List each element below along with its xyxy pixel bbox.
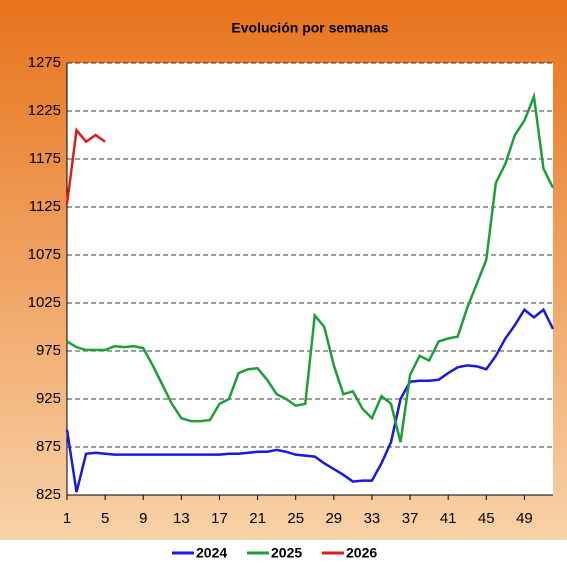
x-tick-label: 41 <box>440 510 457 527</box>
x-tick-label: 21 <box>249 510 266 527</box>
x-tick-label: 45 <box>478 510 495 527</box>
x-tick-label: 9 <box>139 510 147 527</box>
y-tick-label: 825 <box>36 486 61 503</box>
plot-area <box>67 63 553 495</box>
x-tick-label: 13 <box>173 510 190 527</box>
y-tick-label: 1175 <box>29 150 61 167</box>
y-tick-label: 1075 <box>28 246 61 263</box>
x-tick-label: 1 <box>63 510 71 527</box>
series-line <box>65 127 106 205</box>
x-tick-label: 29 <box>325 510 342 527</box>
y-tick-label: 875 <box>36 438 61 455</box>
x-tick-label: 17 <box>211 510 228 527</box>
y-tick-label: 1225 <box>28 102 61 119</box>
series-line <box>66 91 555 443</box>
x-tick-label: 49 <box>516 510 533 527</box>
x-tick-label: 5 <box>101 510 109 527</box>
legend-label: 2025 <box>271 545 302 561</box>
legend-label: 2024 <box>196 545 227 561</box>
legend-label: 2026 <box>346 545 377 561</box>
series-line <box>65 307 555 493</box>
y-tick-label: 925 <box>36 390 61 407</box>
y-tick-label: 1275 <box>28 54 61 71</box>
x-tick-label: 37 <box>402 510 419 527</box>
x-tick-label: 33 <box>364 510 381 527</box>
y-tick-label: 1125 <box>29 198 61 215</box>
y-tick-label: 975 <box>36 342 61 359</box>
x-tick-label: 25 <box>287 510 304 527</box>
chart-title: Evolución por semanas <box>231 20 388 36</box>
y-tick-label: 1025 <box>28 294 61 311</box>
